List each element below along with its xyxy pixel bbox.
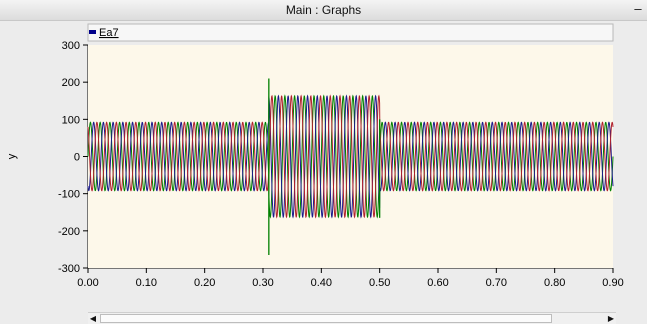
x-tick-label: 0.80 <box>544 277 565 289</box>
plot-area[interactable] <box>87 45 614 268</box>
y-tick-label: -200 <box>58 226 80 238</box>
scroll-left-button[interactable]: ◀ <box>89 314 97 323</box>
scroll-right-button[interactable]: ▶ <box>607 314 615 323</box>
x-tick-label: 0.50 <box>369 277 390 289</box>
legend-marker <box>89 30 96 34</box>
y-tick-label: 300 <box>62 40 80 52</box>
x-tick-label: 0.00 <box>77 277 98 289</box>
title-bar: Main : Graphs – <box>0 0 647 21</box>
y-tick-label: 200 <box>62 77 80 89</box>
series-line-3 <box>87 94 614 219</box>
legend-entry[interactable]: Ea7 <box>99 27 119 39</box>
x-tick-label: 0.40 <box>311 277 332 289</box>
y-tick-label: -100 <box>58 189 80 201</box>
minimize-button[interactable]: – <box>634 1 642 16</box>
x-tick-label: 0.60 <box>427 277 448 289</box>
legend: Ea7 <box>87 23 614 42</box>
x-tick-label: 0.10 <box>136 277 157 289</box>
scroll-thumb[interactable] <box>100 314 552 323</box>
x-tick-label: 0.30 <box>252 277 273 289</box>
series-line-2 <box>87 94 614 219</box>
y-tick-label: -300 <box>58 263 80 275</box>
horizontal-scrollbar[interactable]: ◀ ▶ <box>88 312 616 324</box>
y-tick-label: 0 <box>74 152 80 164</box>
x-tick-label: 0.70 <box>486 277 507 289</box>
series-line-1 <box>87 94 614 219</box>
y-axis-label: y <box>6 153 18 159</box>
y-tick-label: 100 <box>62 114 80 126</box>
legend-box <box>87 23 614 42</box>
x-tick-label: 0.20 <box>194 277 215 289</box>
x-tick-label: 0.90 <box>602 277 623 289</box>
window-title: Main : Graphs <box>285 3 362 17</box>
graph-panel[interactable]: 300 200 100 0 -100 -200 -300 0.00 0.10 0.20 0.30 0.… <box>0 20 647 312</box>
axes: 300 200 100 0 -100 -200 -300 0.00 0.10 0.20 0.30 0.… <box>6 40 624 289</box>
